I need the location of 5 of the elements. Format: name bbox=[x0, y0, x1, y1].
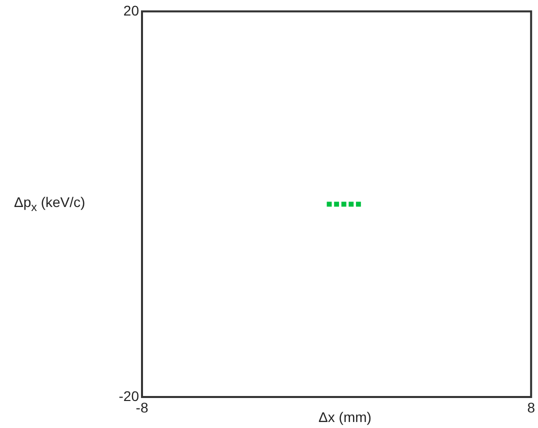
x-axis-title: Δx (mm) bbox=[318, 409, 372, 425]
x-tick-label: 8 bbox=[527, 399, 536, 416]
y-axis-title: Δp$_{x}$ (keV/c) bbox=[14, 194, 86, 214]
y-tick-label: -20 bbox=[118, 388, 140, 404]
y-tick-label: 20 bbox=[123, 2, 140, 18]
